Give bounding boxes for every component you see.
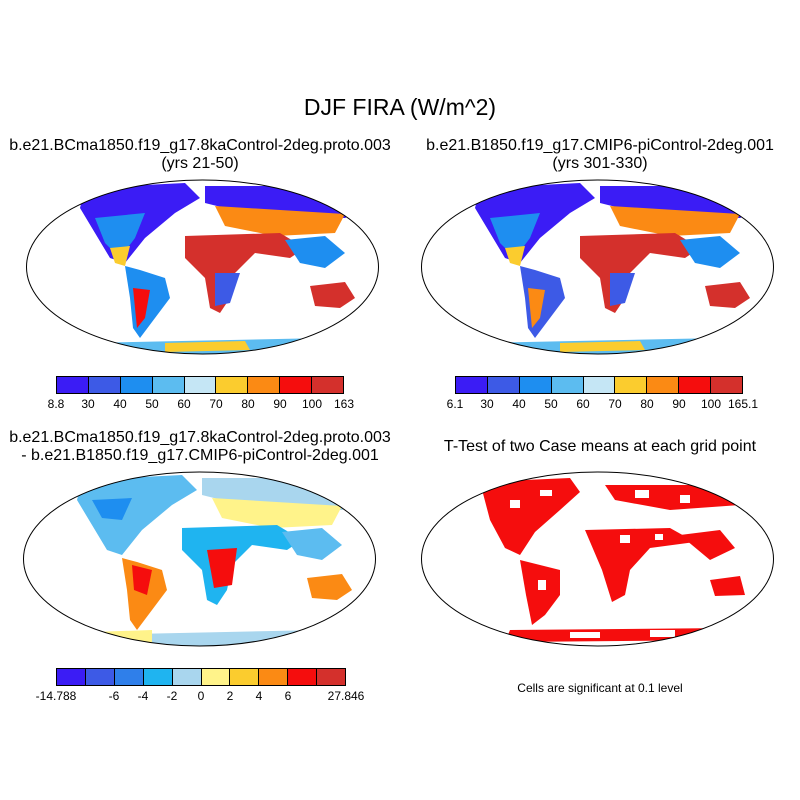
colorbar-tick-label: 60 (576, 397, 590, 411)
panel-title-ttest-line1: T-Test of two Case means at each grid po… (443, 438, 757, 455)
map-diff (23, 471, 376, 647)
colorbar-swatch (519, 377, 552, 393)
colorbar-swatch (312, 377, 344, 393)
panel-title-case2-line2: (yrs 301-330) (552, 155, 648, 172)
colorbar-swatch (57, 669, 86, 685)
colorbar-swatch (172, 669, 202, 685)
colorbar-tick-label: -4 (137, 689, 149, 703)
colorbar-tick-label: 100 (700, 397, 722, 411)
colorbar-tick-label: 70 (608, 397, 622, 411)
panel-title-case2-line1: b.e21.B1850.f19_g17.CMIP6-piControl-2deg… (426, 137, 774, 154)
colorbar-swatch (317, 669, 346, 685)
colorbar-tick-label: 6 (284, 689, 292, 703)
colorbar-swatch (583, 377, 616, 393)
colorbar-tick-label: 40 (113, 397, 127, 411)
colorbar-swatch (711, 377, 743, 393)
colorbar-tick-label: 70 (209, 397, 223, 411)
colorbar-tick-label: 30 (81, 397, 95, 411)
colorbar-diff (56, 668, 346, 686)
colorbar-swatch (280, 377, 313, 393)
colorbar-tick-label: 100 (301, 397, 323, 411)
colorbar-swatch (487, 377, 520, 393)
colorbar-swatch (201, 669, 231, 685)
significance-note: Cells are significant at 0.1 level (517, 681, 683, 695)
panel-title-diff-line2: - b.e21.B1850.f19_g17.CMIP6-piControl-2d… (21, 447, 379, 464)
colorbar-labels-case2: 6.1 30 40 50 60 70 80 90 100 165.1 (447, 397, 758, 413)
colorbar-swatch (551, 377, 584, 393)
colorbar-labels-case1: 8.8 30 40 50 60 70 80 90 100 163 (48, 397, 354, 413)
colorbar-swatch (216, 377, 249, 393)
map-case1 (26, 179, 379, 355)
colorbar-tick-label: -14.788 (35, 689, 77, 703)
colorbar-swatch (647, 377, 680, 393)
colorbar-tick-label: 8.8 (47, 397, 65, 411)
colorbar-swatch (85, 669, 115, 685)
colorbar-tick-label: 90 (672, 397, 686, 411)
colorbar-tick-label: 4 (255, 689, 263, 703)
panel-title-diff-line1: b.e21.BCma1850.f19_g17.8kaControl-2deg.p… (9, 429, 391, 446)
map-case2 (421, 179, 774, 355)
colorbar-swatch (679, 377, 712, 393)
colorbar-labels-diff: -14.788 -6 -4 -2 0 2 4 6 27.846 (36, 689, 365, 705)
colorbar-tick-label: 165.1 (727, 397, 759, 411)
colorbar-case1 (56, 376, 344, 394)
colorbar-swatch (230, 669, 260, 685)
panel-title-case1-line1: b.e21.BCma1850.f19_g17.8kaControl-2deg.p… (9, 137, 391, 154)
colorbar-swatch (248, 377, 281, 393)
colorbar-swatch (120, 377, 153, 393)
colorbar-tick-label: 60 (177, 397, 191, 411)
colorbar-swatch (456, 377, 488, 393)
colorbar-tick-label: 40 (512, 397, 526, 411)
colorbar-tick-label: 163 (333, 397, 355, 411)
page-title: DJF FIRA (W/m^2) (303, 94, 497, 120)
panel-title-case1: b.e21.BCma1850.f19_g17.8kaControl-2deg.p… (0, 137, 400, 173)
colorbar-swatch (57, 377, 89, 393)
colorbar-swatch (88, 377, 121, 393)
colorbar-swatch (114, 669, 144, 685)
colorbar-tick-label: -2 (166, 689, 178, 703)
colorbar-tick-label: 30 (480, 397, 494, 411)
colorbar-swatch (152, 377, 185, 393)
colorbar-swatch (615, 377, 648, 393)
colorbar-swatch (288, 669, 318, 685)
colorbar-tick-label: 80 (241, 397, 255, 411)
colorbar-swatch (143, 669, 173, 685)
panel-title-diff: b.e21.BCma1850.f19_g17.8kaControl-2deg.p… (0, 429, 400, 465)
colorbar-swatch (259, 669, 289, 685)
panel-title-ttest: T-Test of two Case means at each grid po… (400, 438, 800, 456)
colorbar-tick-label: 27.846 (327, 689, 365, 703)
panel-title-case1-line2: (yrs 21-50) (161, 155, 239, 172)
colorbar-tick-label: -6 (108, 689, 120, 703)
colorbar-tick-label: 0 (197, 689, 205, 703)
colorbar-swatch (184, 377, 217, 393)
colorbar-tick-label: 6.1 (446, 397, 464, 411)
colorbar-tick-label: 90 (273, 397, 287, 411)
colorbar-tick-label: 50 (544, 397, 558, 411)
colorbar-case2 (455, 376, 743, 394)
map-ttest (421, 471, 774, 647)
colorbar-tick-label: 50 (145, 397, 159, 411)
colorbar-tick-label: 2 (226, 689, 234, 703)
panel-title-case2: b.e21.B1850.f19_g17.CMIP6-piControl-2deg… (400, 137, 800, 173)
colorbar-tick-label: 80 (640, 397, 654, 411)
